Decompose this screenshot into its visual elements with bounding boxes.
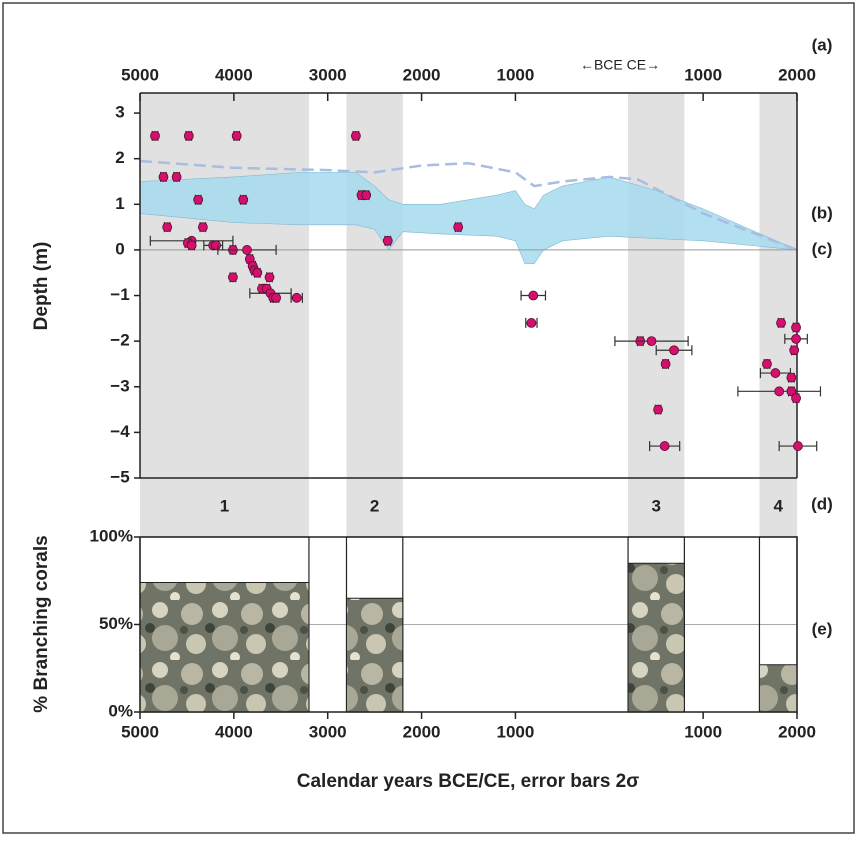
x-tick-label: 1000: [497, 722, 535, 741]
bar: [758, 664, 798, 713]
x-tick-label: 3000: [309, 65, 347, 84]
bar: [627, 562, 685, 713]
y-axis-title: % Branching corals: [31, 535, 52, 712]
panel-label: (d): [811, 494, 833, 513]
period-label: 2: [370, 496, 379, 515]
data-point: [786, 372, 797, 383]
period-label: 4: [773, 496, 783, 515]
data-point: [653, 404, 663, 415]
y-tick-label: −3: [110, 376, 129, 395]
data-point: [171, 172, 182, 182]
data-point: [774, 386, 785, 397]
data-point: [350, 130, 361, 141]
data-point: [770, 368, 781, 378]
sea-level-envelope: [139, 172, 798, 264]
data-point: [791, 333, 801, 344]
y-tick-label: 0%: [108, 701, 133, 720]
data-point: [264, 272, 275, 283]
x-tick-label: 4000: [215, 722, 253, 741]
era-note: ←BCE CE→: [580, 57, 660, 73]
x-tick-label: 1000: [684, 722, 722, 741]
x-tick-label: 5000: [121, 65, 159, 84]
data-point: [382, 235, 393, 246]
x-tick-label: 1000: [684, 65, 722, 84]
data-point: [238, 194, 249, 205]
period-label: 3: [651, 496, 660, 515]
y-tick-label: 100%: [90, 526, 133, 545]
panel-label: (b): [811, 203, 833, 222]
data-point: [762, 359, 772, 369]
data-point: [776, 318, 786, 328]
y-tick-label: −1: [110, 285, 129, 304]
data-point: [271, 292, 281, 303]
data-point: [183, 130, 194, 141]
period-band: [628, 93, 685, 537]
data-point: [660, 359, 671, 369]
y-tick-label: −4: [110, 422, 130, 441]
data-point: [361, 190, 372, 201]
x-tick-label: 2000: [403, 722, 441, 741]
data-point: [646, 336, 657, 347]
period-band: [346, 93, 403, 537]
data-point: [252, 267, 263, 278]
data-point: [186, 240, 197, 251]
x-tick-label: 5000: [121, 722, 159, 741]
data-point: [197, 222, 208, 233]
period-band: [140, 93, 309, 537]
data-point: [669, 345, 679, 356]
panel-label: (e): [812, 619, 833, 638]
data-point: [211, 240, 221, 251]
data-point: [793, 441, 803, 451]
bar: [345, 597, 404, 713]
data-point: [162, 222, 173, 233]
y-tick-label: −5: [110, 467, 129, 486]
data-point: [528, 290, 539, 301]
x-tick-label: 3000: [309, 722, 347, 741]
data-point: [291, 292, 302, 303]
x-tick-label: 2000: [778, 65, 816, 84]
x-tick-label: 2000: [778, 722, 816, 741]
y-tick-label: 3: [115, 103, 124, 122]
sea-level-curve: [139, 159, 798, 252]
data-point: [231, 130, 242, 141]
x-axis-title: Calendar years BCE/CE, error bars 2σ: [297, 771, 639, 792]
y-axis-title: Depth (m): [31, 242, 52, 331]
x-tick-label: 2000: [403, 65, 441, 84]
data-point: [659, 441, 670, 451]
bar: [139, 582, 310, 713]
data-point: [150, 130, 160, 141]
x-tick-label: 1000: [497, 65, 535, 84]
data-point: [228, 272, 238, 283]
data-point: [789, 345, 800, 356]
data-point: [791, 322, 801, 333]
x-tick-label: 4000: [215, 65, 253, 84]
data-point: [526, 318, 537, 328]
y-tick-label: 2: [115, 148, 124, 167]
y-tick-label: 1: [115, 194, 124, 213]
period-band: [759, 93, 797, 537]
data-point: [791, 393, 801, 404]
panel-label: (c): [812, 239, 833, 258]
data-point: [158, 172, 169, 182]
data-point: [242, 245, 252, 255]
panel-label: (a): [812, 35, 833, 54]
y-tick-label: 50%: [99, 614, 133, 633]
data-point: [193, 194, 204, 205]
data-point: [453, 222, 464, 233]
y-tick-label: 0: [115, 239, 124, 258]
period-label: 1: [220, 496, 229, 515]
y-tick-label: −2: [110, 331, 129, 350]
